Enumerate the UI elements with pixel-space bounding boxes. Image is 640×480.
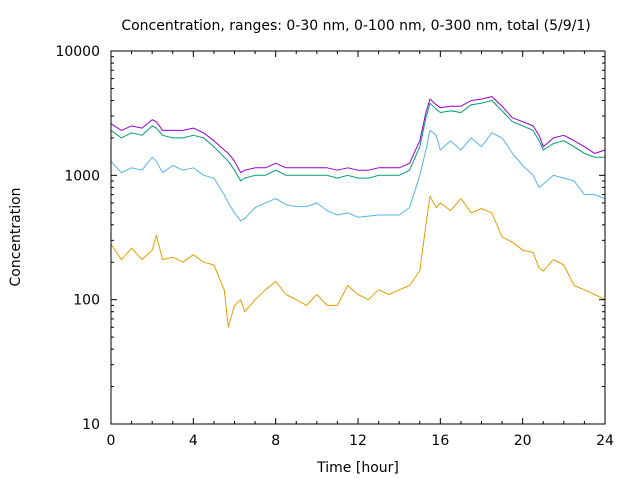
y-tick-label: 1000 bbox=[64, 168, 100, 184]
y-tick-label: 10000 bbox=[55, 44, 100, 60]
y-axis-label: Concentration bbox=[8, 187, 24, 286]
x-tick-label: 4 bbox=[189, 433, 198, 449]
y-tick-label: 100 bbox=[73, 293, 100, 309]
series-layer bbox=[110, 96, 606, 328]
plot-frame bbox=[110, 50, 606, 425]
series-line-4 bbox=[110, 96, 606, 174]
x-tick-label: 16 bbox=[431, 433, 449, 449]
chart-title: Concentration, ranges: 0-30 nm, 0-100 nm… bbox=[121, 18, 590, 34]
y-tick-label: 10 bbox=[82, 417, 100, 433]
series-line-2 bbox=[110, 129, 606, 222]
x-tick-label: 20 bbox=[514, 433, 532, 449]
series-line-3 bbox=[110, 100, 605, 182]
x-axis-label: Time [hour] bbox=[316, 460, 399, 476]
x-tick-label: 0 bbox=[107, 433, 116, 449]
series-line-1 bbox=[110, 195, 606, 328]
x-tick-label: 12 bbox=[349, 433, 367, 449]
x-tick-label: 24 bbox=[596, 433, 614, 449]
x-tick-label: 8 bbox=[271, 433, 280, 449]
